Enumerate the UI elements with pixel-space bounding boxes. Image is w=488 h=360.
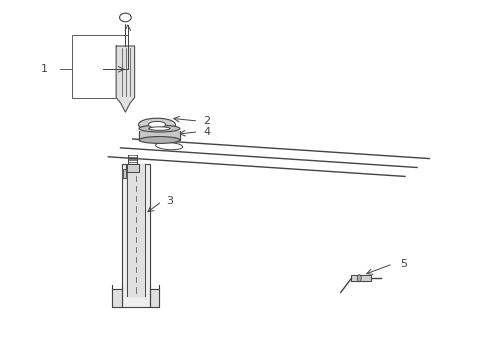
Ellipse shape <box>139 136 180 143</box>
Text: 5: 5 <box>399 259 406 269</box>
Text: 2: 2 <box>203 116 210 126</box>
Polygon shape <box>149 289 159 307</box>
Text: 3: 3 <box>165 197 172 206</box>
Polygon shape <box>112 289 122 307</box>
Bar <box>72 35 127 98</box>
Ellipse shape <box>148 121 165 128</box>
Ellipse shape <box>148 127 170 130</box>
Text: 4: 4 <box>203 127 210 137</box>
Ellipse shape <box>357 275 361 282</box>
Polygon shape <box>126 164 144 296</box>
Polygon shape <box>351 275 370 282</box>
Polygon shape <box>139 131 180 140</box>
Polygon shape <box>122 164 149 307</box>
Polygon shape <box>122 169 125 178</box>
Polygon shape <box>116 46 134 112</box>
Ellipse shape <box>155 143 183 150</box>
Ellipse shape <box>138 118 175 131</box>
Polygon shape <box>125 164 139 172</box>
Ellipse shape <box>139 125 180 132</box>
Text: 1: 1 <box>41 64 47 74</box>
